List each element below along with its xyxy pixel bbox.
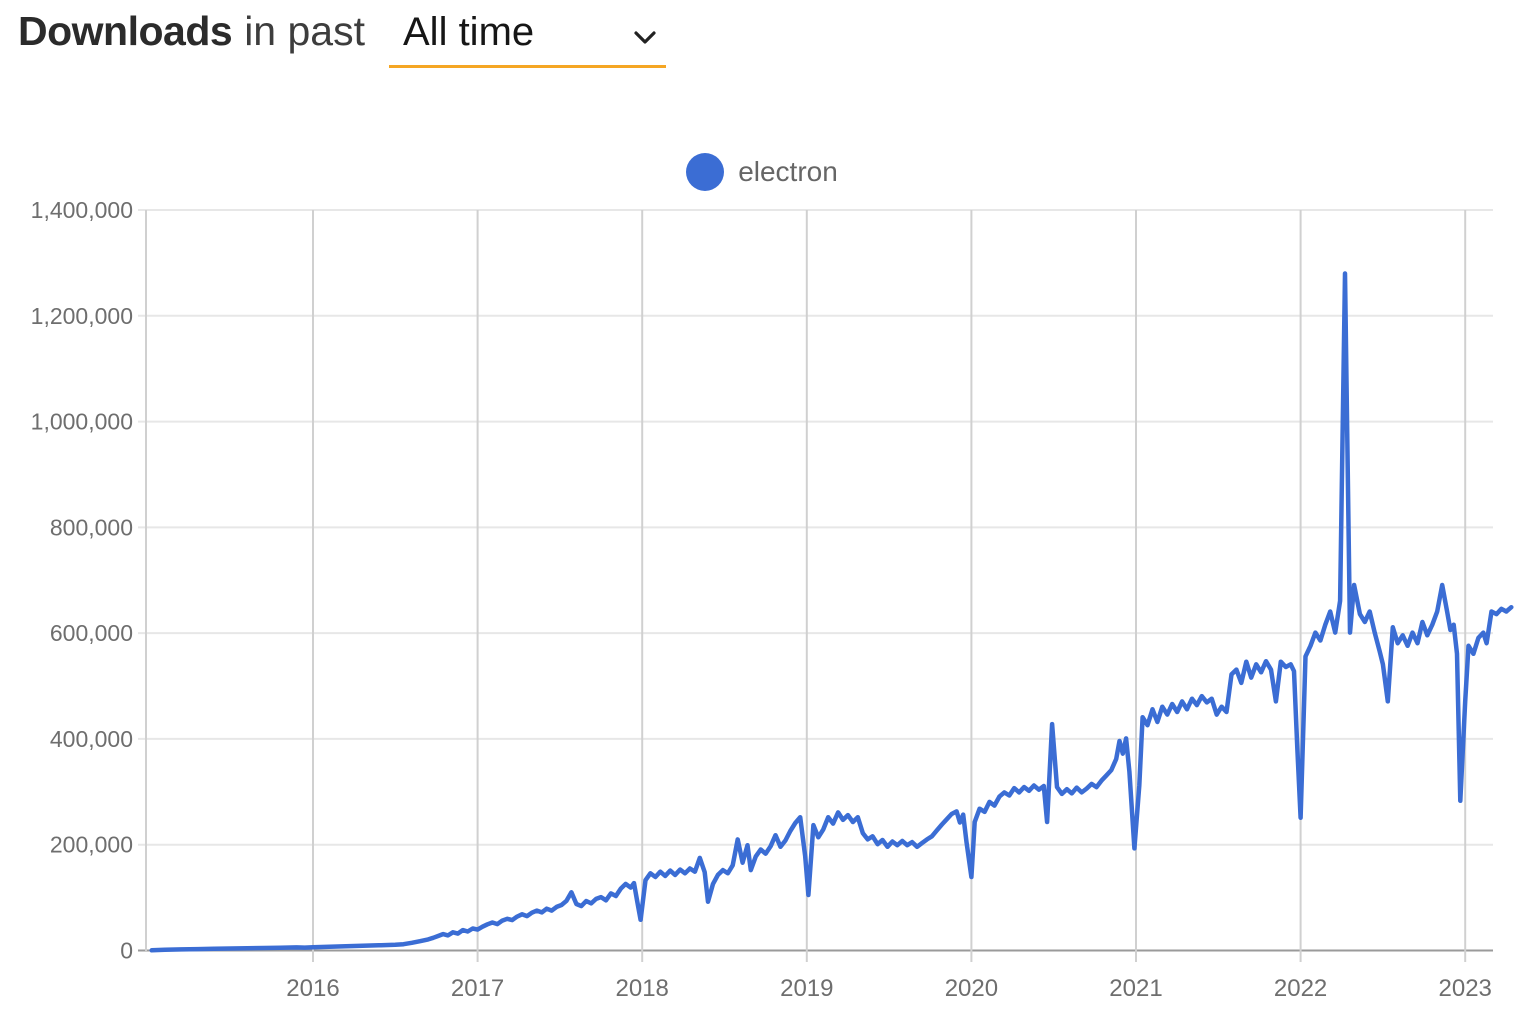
chevron-down-icon: [634, 30, 656, 44]
page-title-suffix: in past: [244, 8, 365, 54]
period-select[interactable]: All time: [389, 10, 666, 68]
x-tick-label: 2023: [1439, 975, 1492, 1002]
legend-series-label: electron: [738, 156, 838, 187]
y-tick-label: 200,000: [50, 832, 133, 858]
x-tick-label: 2016: [286, 975, 339, 1002]
y-tick-label: 1,200,000: [31, 303, 133, 329]
legend-marker-circle: [686, 153, 725, 191]
x-tick-label: 2022: [1274, 975, 1327, 1002]
y-tick-label: 800,000: [50, 514, 133, 540]
page-title: Downloads: [18, 8, 233, 54]
y-tick-label: 600,000: [50, 620, 133, 646]
y-tick-label: 0: [120, 938, 133, 964]
y-tick-label: 1,000,000: [31, 409, 133, 435]
y-tick-label: 400,000: [50, 726, 133, 752]
x-tick-label: 2019: [780, 975, 833, 1002]
period-select-value: All time: [403, 10, 535, 54]
x-tick-label: 2021: [1109, 975, 1162, 1002]
x-tick-label: 2020: [945, 975, 998, 1002]
x-tick-label: 2018: [616, 975, 669, 1002]
legend[interactable]: electron: [0, 153, 1524, 191]
chart-header: Downloads in past All time: [18, 8, 666, 68]
series-line-electron: [149, 271, 1514, 953]
x-tick-label: 2017: [451, 975, 504, 1002]
y-tick-label: 1,400,000: [31, 197, 133, 223]
